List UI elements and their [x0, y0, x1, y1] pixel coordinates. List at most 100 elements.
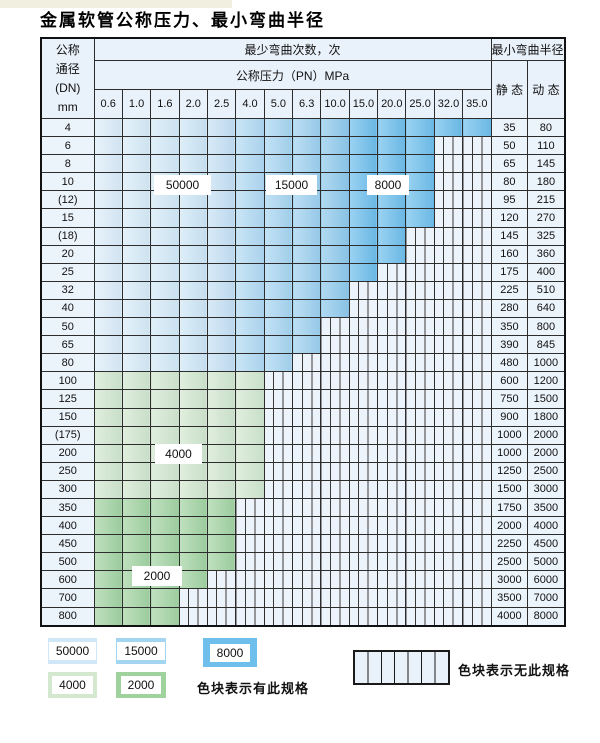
grid-cell: [405, 317, 435, 337]
grid-cell: [320, 588, 350, 608]
legend-swatch-2000: 2000: [116, 672, 166, 698]
grid-cell: [348, 552, 379, 572]
grid-cell: [292, 443, 322, 463]
dn-cell: 200: [40, 443, 95, 463]
dn-cell: 10: [40, 172, 95, 192]
legend-swatch-label: 8000: [209, 643, 251, 662]
page-title: 金属软管公称压力、最小弯曲半径: [40, 11, 325, 31]
grid-cell: [320, 117, 350, 138]
table-row: 125 750 1500: [40, 389, 566, 409]
grid-cell: [462, 371, 492, 391]
pressure-table: 公称 通径 (DN) mm 最少弯曲次数，次 最小弯曲半径 公称压力（PN）MPa 静 态动 …: [40, 37, 566, 627]
static-cell: 900: [490, 407, 529, 427]
grid-cell: [462, 389, 492, 409]
static-cell: 480: [490, 353, 529, 373]
grid-cell: [235, 208, 265, 228]
table-row: 8 65 145: [40, 154, 566, 174]
grid-cell: [292, 208, 322, 228]
grid-cell: [433, 335, 464, 355]
grid-cell: [235, 335, 265, 355]
grid-cell: [320, 226, 350, 246]
grid-cell: [320, 154, 350, 174]
grid-cell: [433, 497, 464, 518]
legend-no-spec-label: 色块表示无此规格: [458, 663, 571, 678]
dn-cell: 65: [40, 335, 95, 355]
dynamic-cell: 180: [527, 172, 566, 192]
grid-cell: [405, 190, 435, 210]
grid-cell: [348, 588, 379, 608]
grid-cell: [462, 136, 492, 156]
grid-cell: [121, 371, 152, 391]
grid-cell: [433, 172, 464, 192]
grid-cell: [121, 534, 152, 554]
dynamic-cell: 1200: [527, 371, 566, 391]
grid-cell: [121, 154, 152, 174]
grid-cell: [263, 353, 294, 373]
grid-cell: [292, 317, 322, 337]
grid-cell: [433, 117, 464, 138]
pressure-value-header: 35.0: [462, 89, 492, 119]
grid-cell: [121, 353, 152, 373]
table-row: 350 1750 3500: [40, 497, 566, 518]
grid-cell: [320, 244, 350, 264]
dynamic-cell: 270: [527, 208, 566, 228]
grid-cell: [405, 208, 435, 228]
grid-cell: [348, 280, 379, 300]
grid-cell: [93, 443, 123, 463]
grid-cell: [178, 461, 208, 481]
grid-cell: [178, 425, 208, 445]
dn-cell: 400: [40, 516, 95, 536]
grid-cell: [178, 606, 208, 627]
grid-cell: [206, 353, 237, 373]
grid-cell: [405, 226, 435, 246]
grid-cell: [377, 570, 407, 590]
grid-cell: [150, 335, 180, 355]
grid-cell: [377, 534, 407, 554]
grid-cell: [93, 190, 123, 210]
grid-cell: [292, 335, 322, 355]
grid-cell: [292, 280, 322, 300]
static-cell: 225: [490, 280, 529, 300]
grid-cell: [292, 606, 322, 627]
grid-cell: [235, 190, 265, 210]
grid-cell: [292, 117, 322, 138]
grid-cell: [178, 479, 208, 499]
grid-cell: [320, 280, 350, 300]
grid-cell: [292, 244, 322, 264]
grid-cell: [263, 262, 294, 282]
grid-cell: [433, 588, 464, 608]
grid-cell: [206, 262, 237, 282]
grid-cell: [121, 588, 152, 608]
grid-cell: [405, 425, 435, 445]
grid-cell: [462, 335, 492, 355]
grid-cell: [292, 479, 322, 499]
legend-swatch-4000: 4000: [48, 672, 97, 698]
grid-cell: [93, 461, 123, 481]
grid-cell: [377, 280, 407, 300]
table-row: (18) 145 325: [40, 226, 566, 246]
grid-cell: [405, 588, 435, 608]
static-header-cell: 静 态: [490, 60, 529, 119]
static-cell: 3000: [490, 570, 529, 590]
dynamic-cell: 110: [527, 136, 566, 156]
grid-cell: [263, 244, 294, 264]
grid-cell: [235, 136, 265, 156]
grid-cell: [348, 443, 379, 463]
static-cell: 1000: [490, 425, 529, 445]
zone-label-2000: 2000: [132, 566, 182, 586]
grid-cell: [433, 262, 464, 282]
dynamic-cell: 510: [527, 280, 566, 300]
grid-cell: [93, 208, 123, 228]
grid-cell: [263, 298, 294, 319]
table-row: 500 2500 5000: [40, 552, 566, 572]
grid-cell: [320, 190, 350, 210]
grid-cell: [377, 262, 407, 282]
grid-cell: [93, 353, 123, 373]
dn-cell: 6: [40, 136, 95, 156]
dynamic-cell: 1000: [527, 353, 566, 373]
table-row: 800 4000 8000: [40, 606, 566, 627]
grid-cell: [235, 244, 265, 264]
grid-cell: [377, 117, 407, 138]
pressure-value-header: 1.6: [150, 89, 180, 119]
grid-cell: [292, 298, 322, 319]
